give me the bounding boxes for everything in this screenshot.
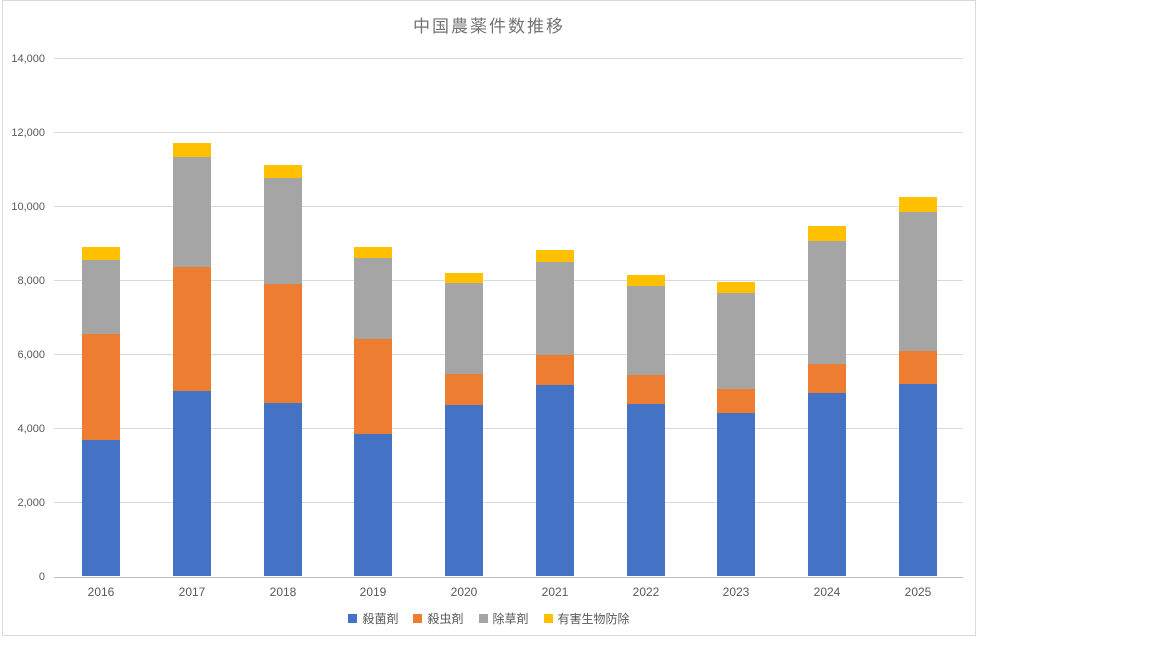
- bar-segment-除草剤-2017[interactable]: [173, 156, 211, 267]
- bar-segment-殺虫剤-2017[interactable]: [173, 266, 211, 391]
- bar-segment-有害生物防除-2025[interactable]: [899, 197, 937, 213]
- bar-segment-有害生物防除-2019[interactable]: [354, 246, 392, 259]
- bar-segment-殺虫剤-2023[interactable]: [717, 389, 755, 413]
- y-gridline: [54, 428, 963, 429]
- legend-label: 除草剤: [492, 611, 529, 626]
- legend-swatch-icon: [413, 613, 423, 623]
- chart-title: 中国農薬件数推移: [413, 17, 565, 36]
- stacked-bar-2018[interactable]: [264, 58, 302, 576]
- bar-segment-除草剤-2018[interactable]: [264, 177, 302, 285]
- bar-segment-除草剤-2021[interactable]: [536, 261, 574, 356]
- bar-segment-殺虫剤-2016[interactable]: [82, 334, 120, 440]
- stacked-bar-2022[interactable]: [627, 58, 665, 576]
- y-axis-tick-label: 0: [38, 571, 45, 583]
- bar-segment-除草剤-2019[interactable]: [354, 258, 392, 340]
- bar-segment-殺菌剤-2017[interactable]: [173, 391, 211, 576]
- bar-segment-殺菌剤-2021[interactable]: [536, 385, 574, 576]
- legend-item-殺虫剤[interactable]: 殺虫剤: [413, 610, 464, 627]
- bar-segment-有害生物防除-2020[interactable]: [445, 272, 483, 284]
- y-gridline: [54, 132, 963, 133]
- bar-segment-殺虫剤-2019[interactable]: [354, 339, 392, 434]
- bar-segment-有害生物防除-2016[interactable]: [82, 247, 120, 260]
- chart-object[interactable]: 中国農薬件数推移 0 2,000 4,000 6,000 8,000 10,000 12,0…: [2, 0, 976, 636]
- bar-segment-殺菌剤-2025[interactable]: [899, 384, 937, 576]
- legend-label: 殺虫剤: [427, 611, 464, 626]
- bar-segment-有害生物防除-2018[interactable]: [264, 165, 302, 178]
- y-gridline: [54, 58, 963, 59]
- x-axis-tick-label: 2024: [813, 585, 841, 599]
- bar-segment-除草剤-2016[interactable]: [82, 260, 120, 334]
- y-gridline: [54, 280, 963, 281]
- legend-item-有害生物防除[interactable]: 有害生物防除: [543, 610, 630, 627]
- legend-swatch-icon: [543, 613, 553, 623]
- bar-segment-除草剤-2025[interactable]: [899, 212, 937, 351]
- bar-segment-殺菌剤-2018[interactable]: [264, 403, 302, 576]
- x-axis-tick-label: 2018: [269, 585, 297, 599]
- bar-segment-殺虫剤-2021[interactable]: [536, 355, 574, 386]
- bar-segment-除草剤-2024[interactable]: [808, 240, 846, 364]
- bar-segment-除草剤-2020[interactable]: [445, 283, 483, 374]
- y-axis-tick-label: 6,000: [17, 349, 45, 361]
- x-axis-tick-label: 2016: [87, 585, 115, 599]
- legend-swatch-icon: [478, 613, 488, 623]
- bar-segment-殺虫剤-2025[interactable]: [899, 351, 937, 385]
- bar-segment-殺菌剤-2020[interactable]: [445, 405, 483, 576]
- bar-segment-殺虫剤-2022[interactable]: [627, 375, 665, 404]
- bar-segment-殺虫剤-2020[interactable]: [445, 373, 483, 406]
- bar-segment-除草剤-2023[interactable]: [717, 292, 755, 390]
- bar-segment-有害生物防除-2024[interactable]: [808, 226, 846, 241]
- bar-segment-殺菌剤-2022[interactable]: [627, 403, 665, 576]
- y-gridline: [54, 206, 963, 207]
- y-axis-tick-label: 14,000: [11, 53, 45, 65]
- x-axis-tick-label: 2017: [178, 585, 206, 599]
- bar-segment-有害生物防除-2021[interactable]: [536, 250, 574, 262]
- stacked-bar-2017[interactable]: [173, 58, 211, 576]
- stacked-bar-2024[interactable]: [808, 58, 846, 576]
- stacked-bar-2020[interactable]: [445, 58, 483, 576]
- x-axis-tick-label: 2022: [632, 585, 660, 599]
- stacked-bar-2021[interactable]: [536, 58, 574, 576]
- y-axis-tick-label: 4,000: [17, 423, 45, 435]
- stacked-bar-2016[interactable]: [82, 58, 120, 576]
- bar-segment-殺虫剤-2018[interactable]: [264, 284, 302, 404]
- chart-legend: 殺菌剤 殺虫剤 除草剤 有害生物防除: [3, 609, 975, 627]
- legend-label: 有害生物防除: [557, 611, 630, 626]
- bar-segment-殺虫剤-2024[interactable]: [808, 363, 846, 393]
- legend-swatch-icon: [348, 613, 358, 623]
- x-axis-line: [54, 577, 963, 578]
- bar-segment-殺菌剤-2024[interactable]: [808, 392, 846, 576]
- bar-segment-有害生物防除-2017[interactable]: [173, 142, 211, 157]
- y-axis-tick-label: 2,000: [17, 497, 45, 509]
- x-axis-tick-label: 2019: [359, 585, 387, 599]
- plot-area: [54, 58, 963, 578]
- bar-segment-有害生物防除-2022[interactable]: [627, 274, 665, 286]
- y-axis-tick-label: 10,000: [11, 201, 45, 213]
- x-axis-tick-label: 2023: [722, 585, 750, 599]
- stacked-bar-2019[interactable]: [354, 58, 392, 576]
- bar-segment-殺菌剤-2019[interactable]: [354, 433, 392, 576]
- legend-label: 殺菌剤: [362, 611, 399, 626]
- bar-segment-殺菌剤-2023[interactable]: [717, 412, 755, 576]
- x-axis-tick-label: 2021: [541, 585, 569, 599]
- stacked-bar-2025[interactable]: [899, 58, 937, 576]
- y-gridline: [54, 354, 963, 355]
- stacked-bar-2023[interactable]: [717, 58, 755, 576]
- x-axis-tick-label: 2020: [450, 585, 478, 599]
- bar-segment-殺菌剤-2016[interactable]: [82, 439, 120, 576]
- legend-item-除草剤[interactable]: 除草剤: [478, 610, 529, 627]
- bar-segment-有害生物防除-2023[interactable]: [717, 281, 755, 293]
- bar-segment-除草剤-2022[interactable]: [627, 285, 665, 376]
- x-axis-tick-label: 2025: [904, 585, 932, 599]
- y-gridline: [54, 502, 963, 503]
- y-axis-tick-label: 12,000: [11, 127, 45, 139]
- y-axis-tick-label: 8,000: [17, 275, 45, 287]
- legend-item-殺菌剤[interactable]: 殺菌剤: [348, 610, 398, 627]
